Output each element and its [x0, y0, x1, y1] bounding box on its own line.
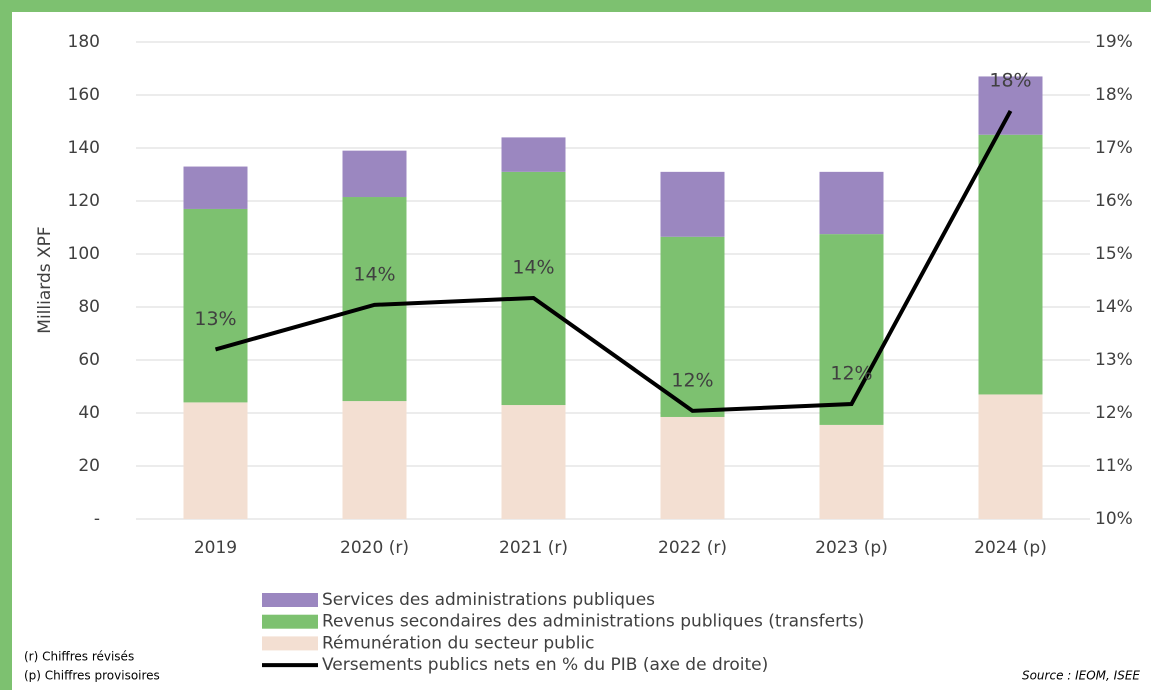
y2-tick-label: 14% [1095, 297, 1133, 317]
bar [660, 416, 725, 519]
legend-label: Versements publics nets en % du PIB (axe… [322, 655, 768, 675]
y-tick-label: 160 [68, 85, 100, 105]
x-tick-label: 2020 (r) [340, 538, 409, 558]
y2-tick-label: 17% [1095, 138, 1133, 158]
x-tick-label: 2019 [194, 538, 237, 558]
y-tick-label: 100 [68, 244, 100, 264]
y-tick-label: 20 [78, 456, 100, 476]
y-tick-label: 40 [78, 403, 100, 423]
x-tick-label: 2022 (r) [658, 538, 727, 558]
legend-label: Revenus secondaires des administrations … [322, 612, 864, 632]
x-tick-label: 2024 (p) [974, 538, 1047, 558]
note: (r) Chiffres révisés [24, 650, 134, 664]
y-tick-label: - [94, 509, 100, 529]
y-tick-label: 80 [78, 297, 100, 317]
bar [342, 401, 407, 519]
x-tick-label: 2023 (p) [815, 538, 888, 558]
data-label: 13% [194, 308, 236, 330]
bar [978, 76, 1043, 135]
bar [660, 171, 725, 237]
legend-swatch [262, 593, 318, 607]
bar [819, 234, 884, 425]
bar [183, 402, 248, 519]
bar [819, 171, 884, 235]
data-label: 18% [989, 69, 1031, 91]
bar [342, 197, 407, 402]
legend-swatch [262, 614, 318, 629]
data-label: 12% [671, 369, 713, 391]
y-axis-label: Milliards XPF [35, 226, 55, 333]
note: (p) Chiffres provisoires [24, 669, 160, 683]
y2-tick-label: 11% [1095, 456, 1133, 476]
y2-tick-label: 16% [1095, 191, 1133, 211]
y2-tick-label: 18% [1095, 85, 1133, 105]
line [214, 109, 1013, 413]
bar [501, 171, 566, 406]
data-label: 14% [353, 263, 395, 285]
y2-tick-label: 13% [1095, 350, 1133, 370]
legend-label: Rémunération du secteur public [322, 633, 595, 653]
bar [342, 150, 407, 198]
y2-tick-label: 12% [1095, 403, 1133, 423]
y2-tick-label: 15% [1095, 244, 1133, 264]
bar [183, 166, 248, 209]
legend-swatch [262, 636, 318, 651]
bar [501, 405, 566, 519]
y-tick-label: 60 [78, 350, 100, 370]
bar [183, 208, 248, 403]
y2-tick-label: 19% [1095, 32, 1133, 52]
bar [660, 236, 725, 417]
data-label: 12% [830, 362, 872, 384]
y-tick-label: 180 [68, 32, 100, 52]
y-tick-label: 120 [68, 191, 100, 211]
data-label: 14% [512, 256, 554, 278]
bar [501, 137, 566, 172]
bar [978, 134, 1043, 395]
legend-label: Services des administrations publiques [322, 590, 655, 610]
source: Source : IEOM, ISEE [1022, 669, 1140, 683]
y-tick-label: 140 [68, 138, 100, 158]
bar [819, 424, 884, 519]
y2-tick-label: 10% [1095, 509, 1133, 529]
x-tick-label: 2021 (r) [499, 538, 568, 558]
bar [978, 394, 1043, 519]
